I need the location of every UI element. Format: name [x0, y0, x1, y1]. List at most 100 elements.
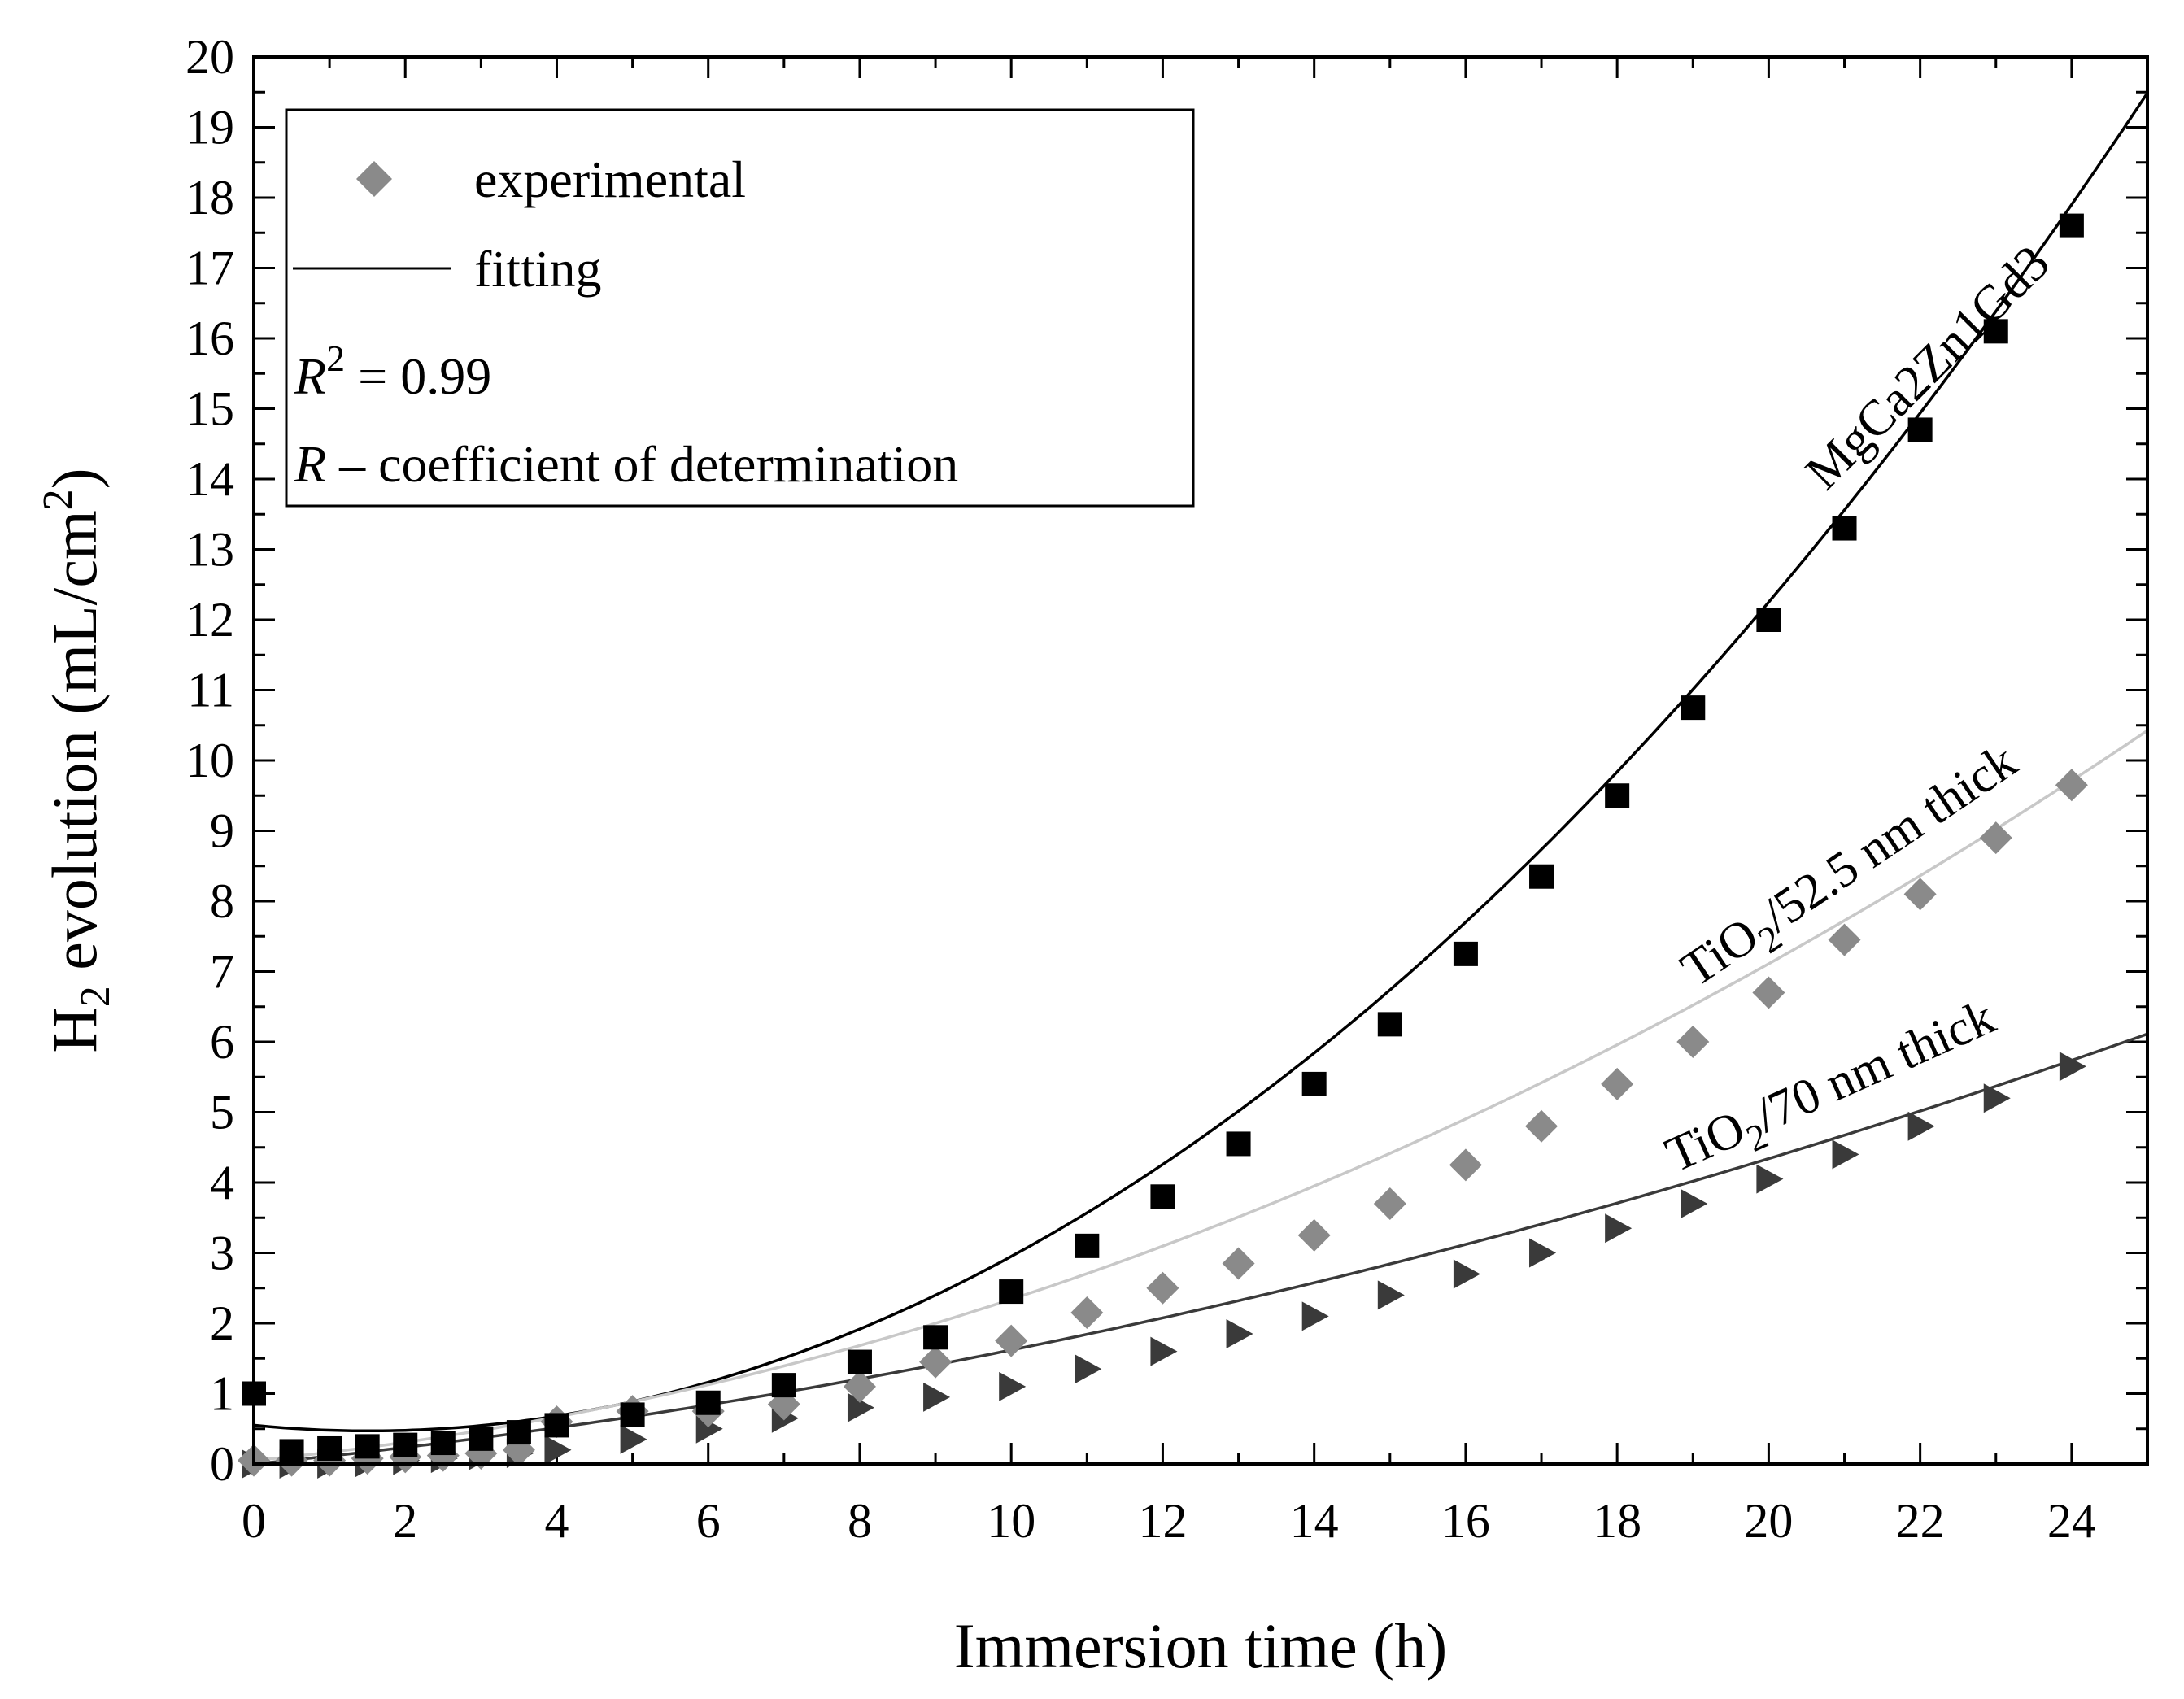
- data-point-series-0: [469, 1426, 494, 1451]
- y-tick-label: 9: [210, 804, 234, 858]
- tick-labels: 0 2 4 6 8 10 12 14 16 18 20 22 240123456789101112131…: [185, 30, 2096, 1548]
- x-tick-label: 18: [1593, 1494, 1641, 1548]
- data-point-series-0: [393, 1432, 418, 1457]
- data-point-series-0: [1301, 1071, 1327, 1096]
- legend-experimental-label: experimental: [474, 150, 746, 208]
- data-point-series-0: [771, 1373, 796, 1398]
- data-point-series-2: [1075, 1354, 1102, 1384]
- legend: experimental fitting R2 = 0.99 R – coeff…: [285, 108, 1195, 508]
- series-labels: MgCa2Zn1Gd3 TiO2/52.5 nm thick TiO2/70 n…: [1658, 235, 2060, 1183]
- data-point-series-2: [1377, 1280, 1405, 1310]
- series-label-tio2-52-5nm-prefix: TiO: [1672, 908, 1768, 998]
- data-point-series-1: [1222, 1247, 1255, 1280]
- y-tick-label: 14: [185, 452, 234, 506]
- y-tick-label: 3: [210, 1226, 234, 1280]
- y-tick-label: 16: [185, 311, 234, 365]
- data-point-series-1: [1903, 878, 1937, 911]
- data-point-series-2: [847, 1392, 874, 1422]
- fit-line-series-2: [253, 1032, 2148, 1466]
- data-point-series-2: [1832, 1139, 1859, 1170]
- data-point-series-0: [1681, 695, 1706, 721]
- x-tick-label: 20: [1744, 1494, 1793, 1548]
- data-point-series-0: [847, 1349, 872, 1374]
- legend-fitting-label: fitting: [474, 240, 601, 298]
- data-point-series-0: [506, 1420, 531, 1445]
- y-tick-label: 6: [210, 1015, 234, 1069]
- data-point-series-0: [1605, 783, 1630, 808]
- y-tick-label: 2: [210, 1296, 234, 1350]
- data-point-series-1: [1676, 1026, 1710, 1058]
- data-point-series-0: [1377, 1012, 1402, 1037]
- y-tick-label: 0: [210, 1437, 234, 1491]
- data-point-series-1: [1146, 1271, 1179, 1305]
- x-tick-label: 24: [2047, 1494, 2096, 1548]
- data-point-series-2: [2059, 1052, 2086, 1082]
- x-tick-label: 14: [1290, 1494, 1339, 1548]
- x-tick-label: 22: [1896, 1494, 1945, 1548]
- data-point-series-0: [1226, 1131, 1251, 1157]
- data-point-series-0: [620, 1402, 645, 1427]
- y-tick-label: 15: [185, 382, 234, 436]
- legend-box: [285, 108, 1195, 508]
- x-tick-label: 6: [696, 1494, 721, 1548]
- y-tick-label: 19: [185, 101, 234, 155]
- x-axis-title: Immersion time (h): [954, 1610, 1448, 1681]
- data-point-series-0: [999, 1279, 1024, 1305]
- data-point-series-1: [1979, 821, 2012, 855]
- legend-r2-symbol: R: [294, 347, 326, 405]
- axis-ticks: [252, 55, 2149, 1466]
- data-point-series-0: [1150, 1184, 1175, 1209]
- data-point-series-2: [1150, 1336, 1178, 1366]
- y-axis-title-middle: evolution (mL/cm: [39, 510, 110, 986]
- y-tick-label: 7: [210, 945, 234, 999]
- data-point-series-2: [1605, 1213, 1633, 1244]
- data-point-series-1: [1752, 976, 1785, 1009]
- y-tick-label: 12: [185, 593, 234, 647]
- y-tick-label: 10: [185, 734, 234, 787]
- y-axis-title-prefix: H: [39, 1007, 110, 1052]
- series-label-tio2-52-5nm: TiO2/52.5 nm thick: [1672, 733, 2032, 1005]
- data-point-series-2: [1226, 1318, 1253, 1348]
- data-point-series-1: [843, 1370, 876, 1403]
- data-point-series-0: [1907, 417, 1933, 442]
- data-point-series-0: [695, 1390, 721, 1415]
- data-point-series-2: [620, 1424, 647, 1454]
- data-point-series-0: [1529, 864, 1554, 889]
- data-point-series-2: [1529, 1238, 1557, 1268]
- x-tick-label: 2: [393, 1494, 417, 1548]
- y-tick-label: 1: [210, 1367, 234, 1421]
- legend-r2-value: = 0.99: [345, 347, 491, 405]
- legend-r2: R2 = 0.99: [294, 338, 491, 405]
- data-point-series-0: [1453, 941, 1478, 966]
- data-point-series-2: [1983, 1083, 2011, 1113]
- data-point-series-2: [1907, 1111, 1935, 1141]
- legend-note-text: – coefficient of determination: [326, 435, 958, 493]
- data-point-series-2: [999, 1371, 1027, 1401]
- series-label-tio2-70nm-prefix: TiO: [1658, 1100, 1753, 1183]
- data-point-series-0: [544, 1413, 569, 1438]
- y-tick-label: 11: [187, 664, 234, 717]
- x-tick-label: 8: [848, 1494, 872, 1548]
- legend-r2-superscript: 2: [326, 338, 345, 379]
- series-label-tio2-70nm-suffix: /70 nm thick: [1747, 989, 2003, 1144]
- data-points: [238, 213, 2088, 1479]
- y-tick-label: 17: [185, 242, 234, 295]
- legend-note-symbol: R: [294, 435, 326, 493]
- data-point-series-0: [923, 1325, 948, 1350]
- data-point-series-2: [1681, 1188, 1708, 1218]
- data-point-series-0: [1756, 608, 1781, 632]
- y-tick-label: 4: [210, 1156, 234, 1209]
- data-point-series-1: [995, 1324, 1028, 1357]
- data-point-series-0: [317, 1435, 342, 1461]
- data-point-series-1: [1525, 1109, 1558, 1143]
- data-point-series-0: [430, 1431, 456, 1456]
- y-axis-title-suffix: ): [39, 468, 110, 489]
- data-point-series-1: [1297, 1218, 1331, 1252]
- fit-line-series-1: [253, 729, 2148, 1462]
- legend-experimental-marker: [356, 161, 392, 197]
- y-tick-label: 20: [185, 30, 234, 84]
- data-point-series-2: [1756, 1164, 1784, 1194]
- x-tick-label: 16: [1441, 1494, 1490, 1548]
- data-point-series-1: [1828, 923, 1861, 956]
- x-tick-label: 4: [544, 1494, 569, 1548]
